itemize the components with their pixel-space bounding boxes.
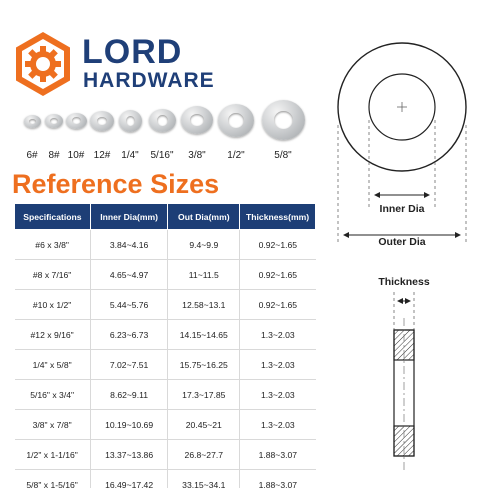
washer-size-label: 12#: [93, 150, 111, 161]
brand-logo: LORD HARDWARE: [12, 30, 215, 98]
table-row: 1/2" x 1-1/16" 13.37~13.86 26.8~27.7 1.8…: [14, 439, 316, 470]
table-cell: 17.3~17.85: [167, 379, 241, 410]
washer-image: [119, 110, 142, 132]
table-cell: 33.15~34.1: [167, 469, 241, 488]
washer-dimension-diagram: Inner Dia Outer Dia Thickness: [325, 30, 480, 470]
washer-image: [45, 114, 63, 128]
washer-image: [149, 109, 176, 132]
washer-size-label: 8#: [48, 150, 60, 161]
washer-section-view: [393, 292, 415, 470]
table-cell: 1/4" x 5/8": [14, 349, 91, 380]
table-cell: 15.75~16.25: [167, 349, 241, 380]
washer-size-label: 1/2": [227, 150, 245, 161]
table-cell: 5/16" x 3/4": [14, 379, 91, 410]
inner-dia-label: Inner Dia: [379, 203, 425, 215]
table-cell: 1.3~2.03: [239, 379, 316, 410]
washer-size-label: 1/4": [121, 150, 139, 161]
table-cell: 1.88~3.07: [239, 439, 316, 470]
column-header: Inner Dia(mm): [89, 203, 169, 230]
table-cell: #8 x 7/16": [14, 259, 91, 290]
table-row: #12 x 9/16" 6.23~6.73 14.15~14.65 1.3~2.…: [14, 319, 316, 350]
washer-image: [181, 106, 213, 134]
reference-sizes-title: Reference Sizes: [12, 169, 220, 199]
outer-dia-label: Outer Dia: [378, 236, 426, 248]
table-cell: 0.92~1.65: [239, 259, 316, 290]
table-cell: 7.02~7.51: [90, 349, 169, 380]
table-cell: 6.23~6.73: [90, 319, 169, 350]
washer-image: [90, 111, 114, 131]
table-header-row: Specifications Inner Dia(mm) Out Dia(mm)…: [14, 203, 316, 230]
washer-image: [218, 104, 254, 137]
table-row: #10 x 1/2" 5.44~5.76 12.58~13.1 0.92~1.6…: [14, 289, 316, 320]
washer-image: [24, 115, 41, 128]
table-cell: 3/8" x 7/8": [14, 409, 91, 440]
table-cell: 9.4~9.9: [167, 229, 241, 260]
washer-size-label: 5/16": [150, 150, 174, 161]
thickness-label: Thickness: [378, 276, 430, 288]
size-reference-table: Specifications Inner Dia(mm) Out Dia(mm)…: [14, 203, 316, 488]
washer-size-label: 10#: [67, 150, 85, 161]
brand-subname: HARDWARE: [83, 69, 215, 92]
table-cell: 10.19~10.69: [90, 409, 169, 440]
table-cell: 11~11.5: [167, 259, 241, 290]
table-row: 1/4" x 5/8" 7.02~7.51 15.75~16.25 1.3~2.…: [14, 349, 316, 380]
washer-image: [262, 100, 305, 140]
table-cell: 8.62~9.11: [90, 379, 169, 410]
gear-hexagon-icon: [16, 32, 70, 96]
table-row: #8 x 7/16" 4.65~4.97 11~11.5 0.92~1.65: [14, 259, 316, 290]
washer-size-label: 3/8": [188, 150, 206, 161]
table-cell: 5.44~5.76: [90, 289, 169, 320]
table-cell: 1/2" x 1-1/16": [14, 439, 91, 470]
washer-image: [66, 113, 87, 129]
table-cell: 0.92~1.65: [239, 229, 316, 260]
table-cell: #10 x 1/2": [14, 289, 91, 320]
washer-size-photos: 6# 8# 10# 12# 1/4" 5/16" 3/8" 1/2" 5/8": [0, 100, 320, 170]
table-cell: 4.65~4.97: [90, 259, 169, 290]
table-cell: 1.3~2.03: [239, 409, 316, 440]
washer-top-view: [337, 42, 467, 245]
table-cell: 5/8" x 1-5/16": [14, 469, 91, 488]
table-cell: 20.45~21: [167, 409, 241, 440]
table-row: #6 x 3/8" 3.84~4.16 9.4~9.9 0.92~1.65: [14, 229, 316, 260]
table-cell: 12.58~13.1: [167, 289, 241, 320]
table-cell: 3.84~4.16: [90, 229, 169, 260]
table-cell: 0.92~1.65: [239, 289, 316, 320]
table-cell: 1.88~3.07: [258, 479, 298, 488]
table-cell: 16.49~17.42: [90, 469, 169, 488]
table-cell: 13.37~13.86: [90, 439, 169, 470]
table-cell: 14.15~14.65: [167, 319, 241, 350]
column-header: Out Dia(mm): [167, 203, 241, 230]
dimension-drawing: [337, 42, 467, 470]
table-cell: 26.8~27.7: [167, 439, 241, 470]
column-header: Thickness(mm): [239, 203, 316, 230]
table-cell: #6 x 3/8": [14, 229, 91, 260]
table-cell: 1.3~2.03: [239, 349, 316, 380]
table-row: 3/8" x 7/8" 10.19~10.69 20.45~21 1.3~2.0…: [14, 409, 316, 440]
brand-name: LORD: [82, 33, 183, 71]
washer-size-label: 5/8": [274, 150, 292, 161]
table-cell: #12 x 9/16": [14, 319, 91, 350]
washer-size-label: 6#: [26, 150, 38, 161]
table-row: 5/16" x 3/4" 8.62~9.11 17.3~17.85 1.3~2.…: [14, 379, 316, 410]
column-header: Specifications: [14, 203, 91, 230]
table-cell: 1.3~2.03: [239, 319, 316, 350]
table-row: 5/8" x 1-5/16" 16.49~17.42 33.15~34.1 1.…: [14, 469, 316, 488]
